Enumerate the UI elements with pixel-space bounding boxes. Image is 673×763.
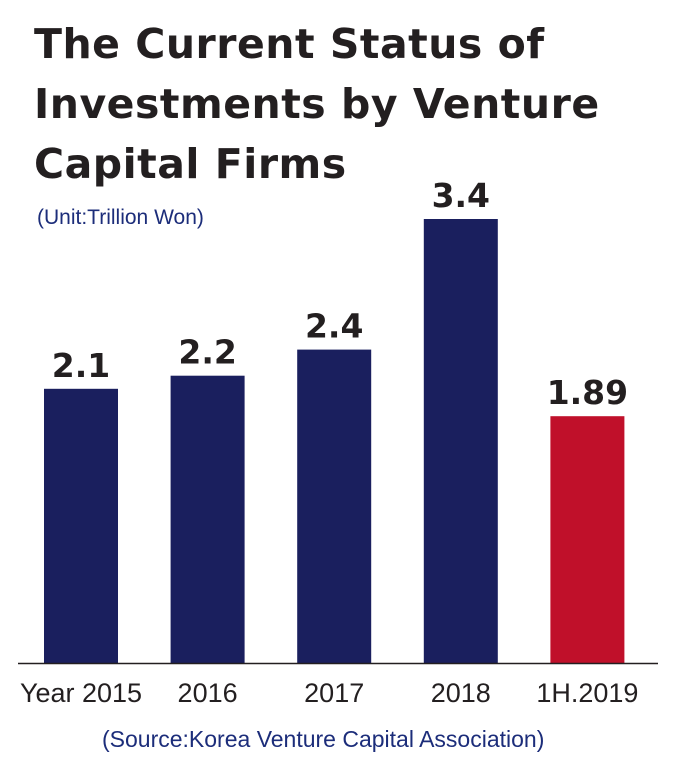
category-label-1: 2016 [178, 678, 238, 708]
data-label-4: 1.89 [547, 373, 628, 412]
bar-1 [170, 375, 245, 663]
chart-title: The Current Status of Investments by Ven… [34, 20, 600, 188]
category-label-0: Year 2015 [20, 678, 142, 708]
category-label-4: 1H.2019 [536, 678, 638, 708]
data-label-1: 2.2 [178, 333, 236, 372]
category-label-2: 2017 [304, 678, 364, 708]
data-label-0: 2.1 [52, 346, 110, 385]
source-note: (Source:Korea Venture Capital Associatio… [102, 726, 545, 752]
unit-note: (Unit:Trillion Won) [37, 206, 204, 229]
category-label-3: 2018 [431, 678, 491, 708]
bars-group [44, 219, 625, 663]
bar-0 [44, 388, 118, 663]
data-label-2: 2.4 [305, 307, 363, 346]
bar-3 [423, 219, 498, 663]
bar-4 [550, 416, 625, 663]
bar-2 [297, 349, 372, 663]
data-labels-group: 2.1 2.2 2.4 3.4 1.89 [52, 176, 628, 412]
category-labels-group: Year 2015 2016 2017 2018 1H.2019 [20, 678, 639, 708]
data-label-3: 3.4 [432, 176, 490, 215]
